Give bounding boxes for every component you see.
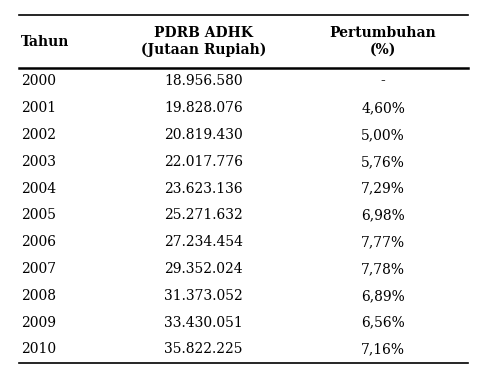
- Text: 27.234.454: 27.234.454: [164, 235, 243, 249]
- Text: 20.819.430: 20.819.430: [164, 128, 243, 142]
- Text: 2000: 2000: [22, 74, 56, 88]
- Text: 5,00%: 5,00%: [361, 128, 405, 142]
- Text: 2006: 2006: [22, 235, 56, 249]
- Text: 2004: 2004: [22, 182, 56, 196]
- Text: 23.623.136: 23.623.136: [164, 182, 243, 196]
- Text: 31.373.052: 31.373.052: [164, 289, 243, 303]
- Text: 2008: 2008: [22, 289, 56, 303]
- Text: 4,60%: 4,60%: [361, 101, 405, 115]
- Text: Pertumbuhan
(%): Pertumbuhan (%): [330, 26, 436, 57]
- Text: 29.352.024: 29.352.024: [164, 262, 243, 276]
- Text: 6,98%: 6,98%: [361, 208, 405, 223]
- Text: 7,29%: 7,29%: [361, 182, 405, 196]
- Text: 2003: 2003: [22, 155, 56, 169]
- Text: 19.828.076: 19.828.076: [164, 101, 243, 115]
- Text: 18.956.580: 18.956.580: [164, 74, 243, 88]
- Text: 2007: 2007: [22, 262, 56, 276]
- Text: 5,76%: 5,76%: [361, 155, 405, 169]
- Text: -: -: [380, 74, 385, 88]
- Text: 2005: 2005: [22, 208, 56, 223]
- Text: Tahun: Tahun: [22, 34, 70, 49]
- Text: 6,89%: 6,89%: [361, 289, 405, 303]
- Text: 2009: 2009: [22, 316, 56, 330]
- Text: 25.271.632: 25.271.632: [164, 208, 243, 223]
- Text: 22.017.776: 22.017.776: [164, 155, 243, 169]
- Text: 2010: 2010: [22, 342, 56, 356]
- Text: 6,56%: 6,56%: [361, 316, 405, 330]
- Text: 2001: 2001: [22, 101, 56, 115]
- Text: 7,78%: 7,78%: [361, 262, 405, 276]
- Text: PDRB ADHK
(Jutaan Rupiah): PDRB ADHK (Jutaan Rupiah): [141, 26, 266, 57]
- Text: 33.430.051: 33.430.051: [164, 316, 243, 330]
- Text: 7,77%: 7,77%: [361, 235, 405, 249]
- Text: 2002: 2002: [22, 128, 56, 142]
- Text: 7,16%: 7,16%: [361, 342, 405, 356]
- Text: 35.822.225: 35.822.225: [164, 342, 243, 356]
